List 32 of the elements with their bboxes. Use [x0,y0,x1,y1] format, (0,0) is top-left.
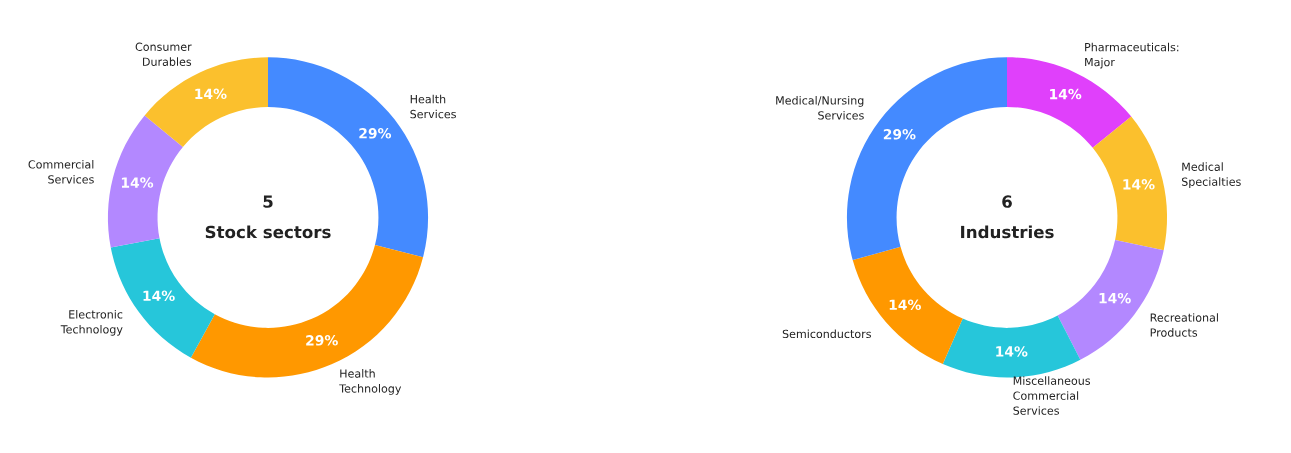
data-label: 14% [1099,292,1131,304]
slice-label: Health Technology [339,369,402,395]
slice-label: Recreational Products [1150,313,1218,337]
data-label: 14% [996,346,1028,357]
text: Industries [961,225,1054,239]
slice-label: Medical Specialties [1181,162,1241,189]
slice-label: Health Services [410,94,456,119]
data-label: 29% [306,335,338,346]
data-label: 29% [883,129,916,140]
slice-label: Commercial Services [28,159,94,184]
text: 5 [263,195,273,208]
donut-slice [942,315,1081,378]
data-label: 14% [195,88,227,100]
data-label: 14% [1123,179,1155,190]
data-label: 29% [359,128,392,139]
donut-slice [190,244,424,378]
donut-slice [144,57,268,148]
data-label: 14% [1050,88,1082,100]
slice-label: Miscellaneous Commercial Services [1013,376,1091,415]
slice-label: Medical/Nursing Services [776,96,864,120]
slice-label: Pharmaceuticals: Major [1085,42,1179,69]
data-label: 14% [121,177,154,188]
donut-slice [1092,116,1168,251]
text: Stock sectors [205,225,331,239]
slice-label: Semiconductors [782,329,871,339]
data-label: 14% [143,290,175,301]
data-label: 14% [889,299,921,311]
donut-slice [1007,57,1132,148]
slice-label: Consumer Durables [135,42,192,66]
slice-label: Electronic Technology [60,309,123,336]
text: 6 [1002,195,1012,208]
donut-slice [107,115,183,248]
